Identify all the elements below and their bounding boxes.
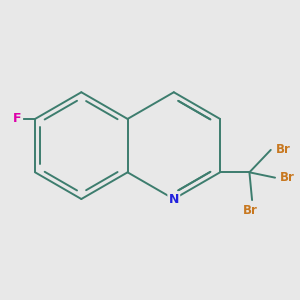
Text: N: N <box>169 193 179 206</box>
Text: F: F <box>13 112 22 125</box>
Text: Br: Br <box>242 205 257 218</box>
Text: Br: Br <box>276 143 291 156</box>
Text: Br: Br <box>280 171 295 184</box>
